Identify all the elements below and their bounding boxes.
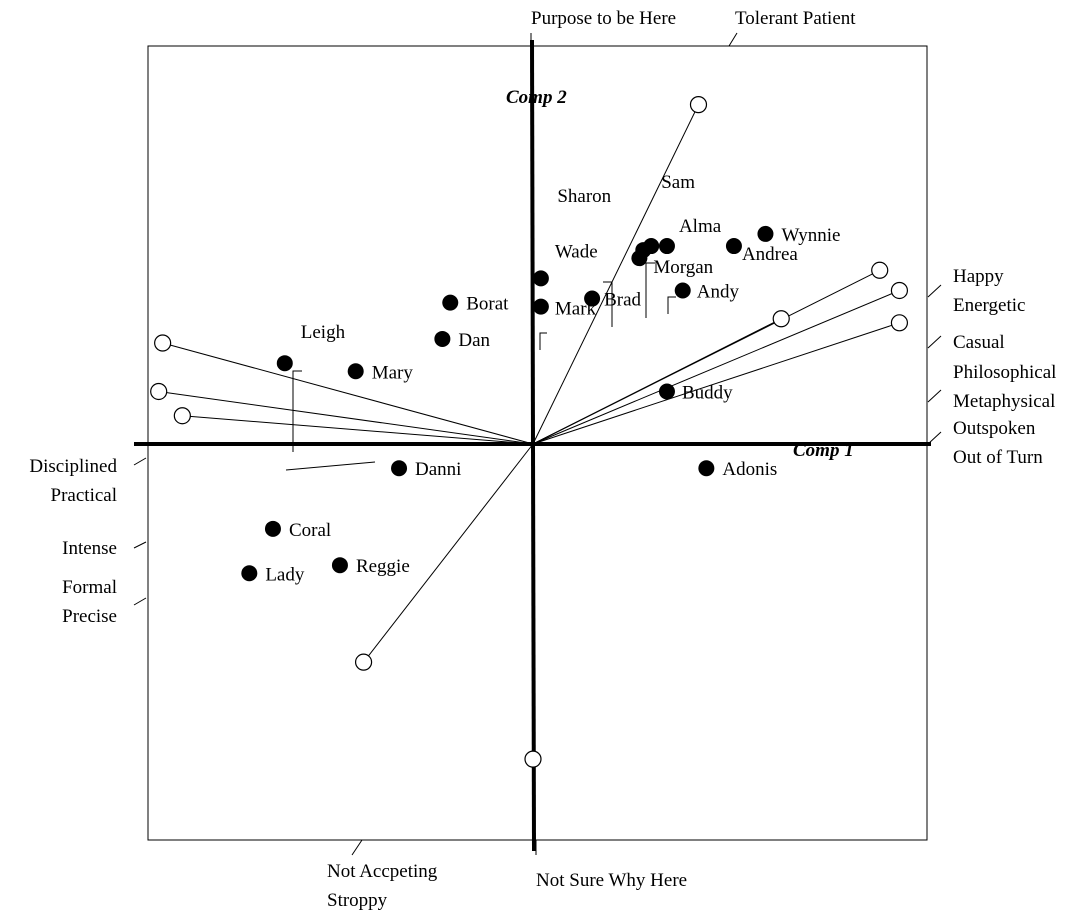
leader-tick — [927, 389, 942, 403]
person-point-adonis — [698, 460, 715, 477]
leader-line-sam — [645, 262, 655, 318]
vector-formal-line — [182, 415, 534, 445]
person-label-andy: Andy — [697, 281, 740, 302]
person-point-danni — [391, 460, 408, 477]
leader-tick — [927, 335, 942, 349]
vector-label-purpose-to-be-here: Purpose to be Here — [531, 8, 676, 29]
person-point-morgan — [631, 250, 648, 267]
vector-intense-line — [158, 390, 534, 445]
vector-casual-line — [532, 290, 900, 445]
vector-group — [150, 96, 909, 768]
vector-not-accpeting-line — [363, 443, 534, 663]
vector-not-sure-why-here-endpoint — [524, 750, 542, 768]
vector-label-happy: Happy — [953, 266, 1004, 287]
person-label-wynnie: Wynnie — [781, 225, 840, 246]
vector-label-outspoken: Outspoken — [953, 418, 1036, 439]
leader-line-mary — [285, 461, 376, 471]
person-point-borat — [442, 294, 459, 311]
vector-label-not-accpeting: Not Accpeting — [327, 861, 438, 882]
person-label-coral: Coral — [289, 520, 331, 541]
vector-not-accpeting-endpoint — [354, 653, 373, 671]
vector-outspoken-line — [532, 322, 900, 445]
person-point-coral — [264, 520, 281, 537]
vector-purpose-to-be-here-endpoint — [689, 96, 708, 114]
vector-purpose-to-be-here-line — [532, 104, 699, 445]
leader-tick — [133, 541, 147, 549]
leader-tick — [133, 597, 147, 606]
vector-formal-endpoint — [173, 407, 191, 425]
vector-label-precise: Precise — [62, 606, 117, 627]
person-label-sharon: Sharon — [557, 186, 611, 207]
person-point-sam — [643, 238, 660, 255]
vector-disciplined-line — [162, 342, 534, 445]
person-label-reggie: Reggie — [356, 556, 410, 577]
person-label-brad: Brad — [604, 290, 641, 311]
person-point-alma — [658, 238, 675, 255]
vector-outspoken-endpoint — [890, 314, 909, 332]
person-label-buddy: Buddy — [682, 382, 733, 403]
person-label-adonis: Adonis — [722, 459, 777, 480]
comp2-axis-label: Comp 2 — [506, 87, 567, 108]
vector-label-metaphysical: Metaphysical — [953, 391, 1055, 412]
vector-label-tolerant-patient: Tolerant Patient — [735, 8, 856, 29]
vector-label-formal: Formal — [62, 577, 117, 598]
person-point-leigh — [276, 355, 293, 372]
person-label-wade: Wade — [555, 241, 598, 262]
person-point-mary — [347, 363, 364, 380]
person-point-wynnie — [757, 225, 774, 242]
leader-line-leigh — [292, 370, 302, 452]
vector-label-practical: Practical — [51, 485, 117, 506]
person-point-mark — [532, 298, 549, 315]
leader-line-alma — [667, 296, 676, 314]
person-label-alma: Alma — [679, 216, 722, 237]
person-label-dan: Dan — [458, 330, 490, 351]
leader-tick — [927, 431, 942, 445]
leader-line-wade — [539, 332, 547, 350]
vector-label-disciplined: Disciplined — [29, 456, 117, 477]
vector-label-intense: Intense — [62, 538, 117, 559]
person-point-lady — [241, 565, 258, 582]
vector-philosophical-endpoint — [772, 310, 790, 328]
person-label-lady: Lady — [265, 564, 305, 585]
comp1-axis-label: Comp 1 — [793, 440, 854, 461]
leader-tick — [728, 32, 738, 47]
vector-philosophical-line — [532, 318, 782, 445]
vector-label-casual: Casual — [953, 332, 1005, 353]
person-label-morgan: Morgan — [653, 257, 713, 278]
vector-label-philosophical: Philosophical — [953, 362, 1056, 383]
person-point-andy — [674, 282, 691, 299]
person-label-borat: Borat — [466, 294, 509, 315]
person-point-reggie — [331, 557, 348, 574]
person-point-brad — [584, 290, 601, 307]
vector-label-energetic: Energetic — [953, 295, 1025, 316]
leader-tick — [133, 457, 147, 466]
vector-intense-endpoint — [150, 382, 168, 401]
vector-happy-endpoint — [871, 261, 889, 279]
person-point-buddy — [658, 383, 675, 400]
person-label-sam: Sam — [661, 172, 695, 193]
vector-label-stroppy: Stroppy — [327, 890, 388, 911]
vector-label-out-of-turn: Out of Turn — [953, 447, 1043, 468]
person-point-andrea — [725, 238, 742, 255]
person-label-andrea: Andrea — [742, 244, 798, 265]
person-label-mark: Mark — [555, 299, 597, 320]
vector-casual-endpoint — [890, 281, 909, 300]
person-point-wade — [532, 270, 549, 287]
leader-tick — [927, 284, 942, 298]
person-label-leigh: Leigh — [301, 322, 346, 343]
leader-tick — [351, 839, 363, 856]
vector-label-not-sure-why-here: Not Sure Why Here — [536, 870, 687, 891]
leader-line-sharon — [603, 281, 613, 327]
person-label-mary: Mary — [372, 362, 414, 383]
person-point-dan — [434, 330, 451, 347]
vector-disciplined-endpoint — [154, 334, 172, 352]
vector-label-group: Purpose to be Here Tolerant Patient Happy E… — [29, 8, 1056, 911]
person-label-danni: Danni — [415, 459, 461, 480]
